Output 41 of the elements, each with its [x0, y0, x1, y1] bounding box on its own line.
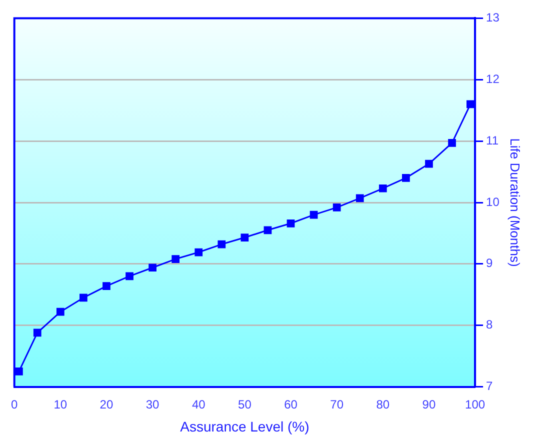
point [126, 272, 134, 280]
point [466, 100, 474, 108]
x-tick-label: 10 [54, 397, 68, 412]
point [102, 282, 110, 290]
y2-tick-label: 7 [486, 379, 494, 394]
point [402, 174, 410, 182]
point [332, 203, 341, 212]
y2-tick-label: 9 [486, 256, 494, 270]
point [448, 138, 456, 147]
y2-tick-label: 8 [486, 318, 494, 332]
x-axis-title: Assurance Level (%) [180, 418, 310, 434]
x-tick-label: 90 [422, 397, 436, 412]
x-tick-label: 20 [100, 397, 114, 412]
point [264, 226, 272, 234]
point [15, 368, 23, 376]
point [80, 294, 88, 302]
y2-axis-title: Life Duration (Months) [508, 138, 523, 267]
point [33, 328, 42, 337]
point [194, 248, 203, 256]
x-tick-label: 40 [192, 397, 206, 412]
y2-tick-label: 11 [486, 133, 499, 148]
point [56, 308, 64, 316]
point [310, 210, 318, 219]
point [172, 255, 180, 263]
point [218, 240, 226, 248]
x-tick-label: 70 [330, 397, 344, 412]
x-tick-label: 80 [376, 397, 390, 412]
x-tick-label: 50 [238, 397, 252, 412]
x-tick-label: 100 [465, 397, 486, 412]
point [148, 264, 156, 272]
x-tick-label: 0 [10, 397, 18, 412]
x-tick-label: 30 [146, 397, 160, 412]
point [240, 234, 249, 242]
point [425, 160, 433, 168]
y2-tick-label: 10 [486, 194, 500, 209]
y2-tick-label: 13 [486, 10, 500, 25]
x-tick-label: 60 [284, 397, 298, 412]
point [378, 184, 387, 192]
point [356, 194, 364, 202]
point [286, 219, 295, 228]
y2-tick-label: 12 [486, 72, 500, 86]
